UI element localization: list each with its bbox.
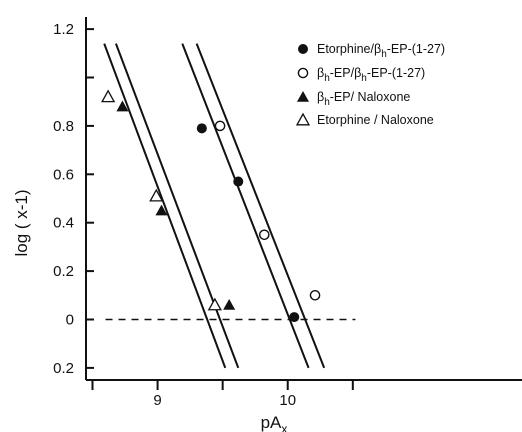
fit-lines <box>103 43 326 369</box>
y-tick-label: 1.2 <box>53 21 74 38</box>
x-tick-label: 9 <box>153 392 161 409</box>
x-axis-ticks: 9 10 <box>91 380 354 409</box>
legend-marker-open-triangle <box>295 112 311 126</box>
legend-marker-filled-triangle <box>297 91 309 102</box>
data-point-open-triangle <box>207 297 222 311</box>
y-tick-label: 0.2 <box>53 263 74 280</box>
data-point-filled-triangle <box>155 204 168 216</box>
y-tick-label: 0.6 <box>53 166 74 183</box>
x-axis-title-subscript: x <box>281 422 287 432</box>
legend-label: βh-EP/ Naloxone <box>317 90 410 108</box>
fit-line <box>181 43 310 369</box>
x-tick-label: 10 <box>279 392 296 409</box>
fit-line <box>103 43 227 369</box>
legend-label: βh-EP/βh-EP-(1-27) <box>317 66 425 84</box>
data-point-filled-circle <box>289 312 300 323</box>
data-point-open-circle <box>309 289 321 301</box>
data-point-filled-circle <box>196 123 207 134</box>
y-axis-title: log ( x-1) <box>12 189 31 256</box>
legend: Etorphine/βh-EP-(1-27) βh-EP/βh-EP-(1-27)… <box>295 42 445 127</box>
y-axis-ticks: 1.2 0.8 0.6 0.4 0.2 0 0.2 <box>53 21 94 377</box>
data-points <box>101 89 321 323</box>
y-tick-label: 0.2 <box>53 360 74 377</box>
y-tick-label: 0.4 <box>53 215 74 232</box>
data-point-filled-triangle <box>223 298 236 310</box>
data-point-filled-circle <box>233 176 244 187</box>
data-point-open-triangle <box>101 89 116 103</box>
legend-label: Etorphine / Naloxone <box>317 113 434 127</box>
fit-line <box>195 43 326 369</box>
legend-label: Etorphine/βh-EP-(1-27) <box>317 42 445 60</box>
legend-marker-filled-circle <box>298 44 308 54</box>
data-point-open-circle <box>214 120 226 132</box>
x-axis-title: pAx <box>261 413 288 432</box>
y-tick-label: 0.8 <box>53 118 74 135</box>
data-point-open-triangle <box>149 188 164 202</box>
data-point-filled-triangle <box>116 100 129 112</box>
legend-marker-open-circle <box>297 67 309 79</box>
data-point-open-circle <box>259 229 270 241</box>
x-axis-title-main: pA <box>261 413 282 432</box>
fit-line <box>114 43 240 369</box>
y-tick-label: 0 <box>66 312 74 329</box>
